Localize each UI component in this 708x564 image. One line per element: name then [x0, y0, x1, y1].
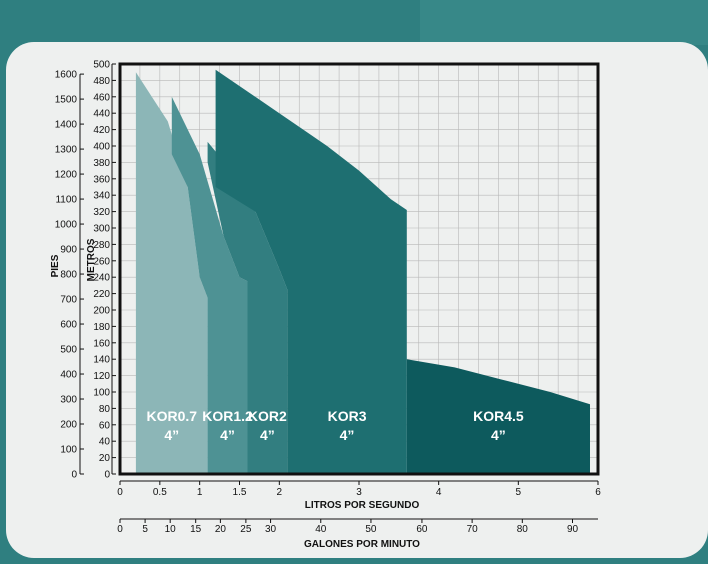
gpm-tick-label: 10: [165, 524, 177, 535]
metros-tick-label: 400: [93, 142, 110, 153]
series-layer: [135, 69, 590, 475]
lps-tick-label: 0: [117, 487, 123, 498]
gpm-tick-label: 70: [467, 524, 479, 535]
pies-tick-label: 500: [60, 345, 77, 356]
pies-tick-label: 1300: [55, 145, 78, 156]
metros-tick-label: 200: [93, 306, 110, 317]
series-area-kor1-2: [171, 96, 248, 475]
pies-tick-label: 700: [60, 295, 77, 306]
lps-tick-label: 0.5: [153, 487, 167, 498]
pies-tick-label: 400: [60, 370, 77, 381]
metros-tick-label: 420: [93, 125, 110, 136]
series-size-kor2: 4”: [260, 427, 275, 443]
gpm-tick-label: 5: [142, 524, 148, 535]
lps-tick-label: 6: [595, 487, 601, 498]
pies-tick-label: 0: [71, 470, 77, 481]
metros-tick-label: 40: [99, 437, 111, 448]
series-size-kor4-5: 4”: [491, 427, 506, 443]
gpm-tick-label: 80: [517, 524, 529, 535]
metros-tick-label: 260: [93, 256, 110, 267]
gpm-tick-label: 20: [215, 524, 227, 535]
metros-tick-label: 240: [93, 273, 110, 284]
series-area-kor0-7: [135, 72, 208, 474]
pies-tick-label: 100: [60, 445, 77, 456]
metros-tick-label: 220: [93, 289, 110, 300]
metros-tick-label: 0: [104, 470, 110, 481]
metros-tick-label: 20: [99, 453, 111, 464]
lps-tick-label: 5: [516, 487, 522, 498]
series-size-kor3: 4”: [340, 427, 355, 443]
gpm-tick-label: 30: [265, 524, 277, 535]
metros-tick-label: 380: [93, 158, 110, 169]
metros-tick-label: 180: [93, 322, 110, 333]
pies-tick-label: 900: [60, 245, 77, 256]
pies-tick-label: 1400: [55, 120, 78, 131]
metros-tick-label: 80: [99, 404, 111, 415]
teal-backdrop-highlight: [420, 0, 708, 45]
metros-tick-label: 60: [99, 420, 111, 431]
series-label-kor2: KOR2: [248, 408, 287, 424]
series-size-kor1-2: 4”: [220, 427, 235, 443]
x-secondary-axis-title: GALONES POR MINUTO: [304, 539, 420, 550]
metros-tick-label: 100: [93, 388, 110, 399]
metros-tick-label: 160: [93, 338, 110, 349]
metros-tick-label: 480: [93, 76, 110, 87]
metros-tick-label: 500: [93, 60, 110, 71]
gpm-tick-label: 40: [315, 524, 327, 535]
metros-tick-label: 140: [93, 355, 110, 366]
metros-tick-label: 360: [93, 174, 110, 185]
pies-tick-label: 1000: [55, 220, 78, 231]
metros-tick-label: 320: [93, 207, 110, 218]
metros-tick-label: 440: [93, 109, 110, 120]
lps-tick-label: 1.5: [233, 487, 247, 498]
pies-tick-label: 300: [60, 395, 77, 406]
lps-tick-label: 2: [277, 487, 283, 498]
series-label-kor4-5: KOR4.5: [473, 408, 524, 424]
gpm-tick-label: 50: [365, 524, 377, 535]
y-outer-axis-title: PIES: [50, 254, 61, 277]
lps-tick-label: 4: [436, 487, 442, 498]
pies-tick-label: 1500: [55, 95, 78, 106]
gpm-tick-label: 90: [567, 524, 579, 535]
x-primary-axis-title: LITROS POR SEGUNDO: [305, 500, 420, 511]
gpm-tick-label: 0: [117, 524, 123, 535]
lps-tick-label: 3: [356, 487, 362, 498]
series-label-kor3: KOR3: [328, 408, 367, 424]
pies-tick-label: 1200: [55, 170, 78, 181]
series-label-kor0-7: KOR0.7: [146, 408, 197, 424]
metros-tick-label: 340: [93, 191, 110, 202]
gpm-tick-label: 60: [416, 524, 428, 535]
pies-tick-label: 1100: [55, 195, 77, 206]
plot-frame: [118, 62, 600, 476]
lps-tick-label: 1: [197, 487, 203, 498]
metros-tick-label: 120: [93, 371, 110, 382]
pies-tick-label: 1600: [55, 70, 78, 81]
series-area-kor4-5: [406, 359, 590, 474]
metros-tick-label: 280: [93, 240, 110, 251]
gpm-tick-label: 25: [240, 524, 252, 535]
series-size-kor0-7: 4”: [164, 427, 179, 443]
metros-tick-label: 300: [93, 224, 110, 235]
metros-tick-label: 460: [93, 92, 110, 103]
axis-layer: 0204060801001201401601802002202402602803…: [55, 60, 601, 536]
gpm-tick-label: 15: [190, 524, 202, 535]
series-label-layer: KOR0.7 4” KOR1.2 4” KOR2 4” KOR3 4” KOR4.5 4”: [146, 408, 523, 443]
pies-tick-label: 600: [60, 320, 77, 331]
series-label-kor1-2: KOR1.2: [202, 408, 253, 424]
series-area-kor3: [215, 69, 407, 474]
pies-tick-label: 800: [60, 270, 77, 281]
y-inner-axis-title: METROS: [86, 238, 97, 281]
series-area-kor2: [207, 141, 288, 474]
pies-tick-label: 200: [60, 420, 77, 431]
